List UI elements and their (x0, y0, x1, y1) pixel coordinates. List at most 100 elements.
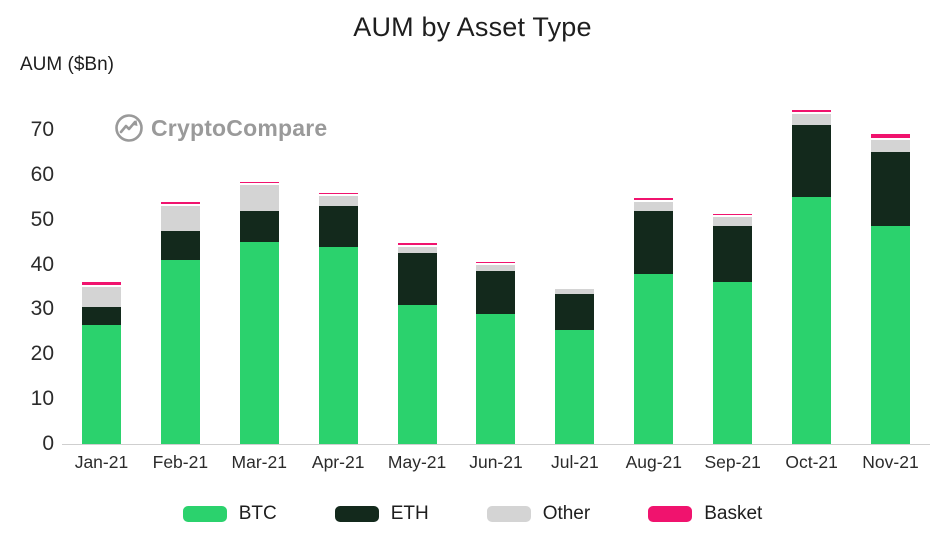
bar-segment-basket (555, 286, 595, 290)
x-tick-label: Jul-21 (551, 452, 599, 472)
bar-segment-eth (397, 253, 437, 305)
bar-segment-eth (318, 206, 358, 247)
bar-segment-eth (476, 271, 516, 314)
stacked-bar-apr-21 (318, 192, 358, 444)
legend-item-basket: Basket (648, 503, 762, 525)
bar-segment-other (476, 264, 516, 272)
legend-label: ETH (390, 503, 429, 524)
legend-swatch-basket (648, 506, 693, 522)
y-tick-label: 40 (30, 252, 54, 276)
bar-segment-basket (871, 134, 911, 140)
bar-column (457, 95, 536, 444)
bar-segment-btc (792, 197, 832, 444)
bar-segment-btc (555, 329, 595, 444)
x-axis-labels: Jan-21 Feb-21 Mar-21 Apr-21 May-21 Jun-21 Jul-… (62, 452, 930, 473)
bar-segment-eth (792, 125, 832, 198)
bar-segment-btc (634, 273, 674, 444)
x-tick-label: Aug-21 (625, 452, 683, 472)
x-tick-label: Feb-21 (152, 452, 209, 472)
x-tick-label: Jun-21 (469, 452, 523, 472)
bar-segment-other (713, 217, 753, 227)
bar-segment-btc (160, 260, 200, 444)
bar-segment-btc (81, 325, 121, 444)
bar-column (535, 95, 614, 444)
bar-segment-btc (476, 313, 516, 444)
bar-column (141, 95, 220, 444)
bar-column (772, 95, 851, 444)
bar-segment-btc (397, 304, 437, 444)
y-tick-label: 10 (30, 387, 54, 411)
bar-segment-eth (713, 226, 753, 283)
x-tick-label: Jan-21 (74, 452, 129, 472)
stacked-bar-feb-21 (160, 201, 200, 444)
bar-segment-other (792, 114, 832, 126)
stacked-bar-mar-21 (239, 181, 279, 444)
bar-column (299, 95, 378, 444)
bar-segment-basket (397, 243, 437, 247)
bar-segment-other (239, 184, 279, 211)
watermark-text: CryptoCompare (151, 114, 328, 141)
bar-column (220, 95, 299, 444)
y-tick-label: 50 (30, 207, 54, 231)
bar-column (693, 95, 772, 444)
stacked-bar-oct-21 (792, 109, 832, 444)
bar-segment-basket (713, 213, 753, 218)
bar-segment-btc (713, 282, 753, 444)
bar-segment-eth (634, 210, 674, 274)
stacked-bar-jan-21 (81, 282, 121, 444)
x-tick-label: Apr-21 (311, 452, 365, 472)
bar-segment-basket (318, 192, 358, 197)
x-tick-label: Sep-21 (704, 452, 761, 472)
x-tick-label: Nov-21 (862, 452, 919, 472)
bar-segment-other (81, 286, 121, 308)
bar-segment-other (871, 139, 911, 153)
y-tick-label: 20 (30, 342, 54, 366)
bar-segment-basket (792, 109, 832, 115)
bar-segment-basket (81, 282, 121, 287)
cryptocompare-watermark: CryptoCompare (114, 113, 327, 143)
bar-segment-eth (871, 152, 911, 227)
bar-segment-eth (81, 307, 121, 326)
legend-swatch-btc (182, 506, 227, 522)
bar-segment-btc (318, 246, 358, 444)
bar-segment-other (555, 289, 595, 294)
bar-segment-other (634, 201, 674, 211)
chart-legend: BTC ETH Other Basket (0, 503, 945, 525)
legend-label: Other (542, 503, 591, 524)
bar-segment-btc (871, 226, 911, 444)
bar-column (614, 95, 693, 444)
stacked-bar-aug-21 (634, 198, 674, 444)
x-tick-label: Mar-21 (231, 452, 287, 472)
bar-segment-eth (555, 293, 595, 330)
bar-column (62, 95, 141, 444)
bar-segment-basket (476, 261, 516, 265)
bar-segment-basket (634, 198, 674, 202)
bars-container (62, 95, 930, 444)
y-axis-label: AUM ($Bn) (20, 54, 114, 75)
bar-segment-other (318, 196, 358, 207)
bar-segment-other (160, 206, 200, 231)
bar-segment-eth (239, 210, 279, 243)
bar-segment-other (397, 246, 437, 254)
legend-item-btc: BTC (182, 503, 277, 525)
legend-swatch-other (486, 506, 531, 522)
bar-segment-basket (239, 181, 279, 185)
bar-segment-btc (239, 242, 279, 444)
bar-segment-basket (160, 201, 200, 207)
stacked-bar-jul-21 (555, 286, 595, 444)
stacked-bar-jun-21 (476, 261, 516, 444)
legend-label: Basket (704, 503, 763, 524)
chart-title: AUM by Asset Type (353, 12, 592, 42)
bar-column (851, 95, 930, 444)
legend-swatch-eth (334, 506, 379, 522)
legend-label: BTC (238, 503, 277, 524)
legend-item-eth: ETH (334, 503, 429, 525)
y-tick-label: 60 (30, 162, 54, 186)
y-tick-label: 30 (30, 297, 54, 321)
cryptocompare-logo-icon (114, 113, 144, 143)
y-axis-ticks: 0 10 20 30 40 50 60 70 (10, 95, 54, 454)
x-tick-label: Oct-21 (785, 452, 838, 472)
y-tick-label: 0 (42, 432, 54, 455)
stacked-bar-may-21 (397, 243, 437, 444)
x-tick-label: May-21 (387, 452, 447, 472)
